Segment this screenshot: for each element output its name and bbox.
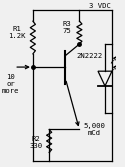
- Text: 10
or
more: 10 or more: [2, 73, 20, 94]
- Text: R2
330: R2 330: [30, 136, 43, 149]
- Text: R1
1.2K: R1 1.2K: [8, 26, 25, 39]
- Text: R3
75: R3 75: [62, 21, 71, 34]
- Text: 5,000
mCd: 5,000 mCd: [84, 123, 106, 136]
- Text: 3 VDC: 3 VDC: [89, 3, 111, 9]
- Text: 2N2222: 2N2222: [77, 53, 103, 59]
